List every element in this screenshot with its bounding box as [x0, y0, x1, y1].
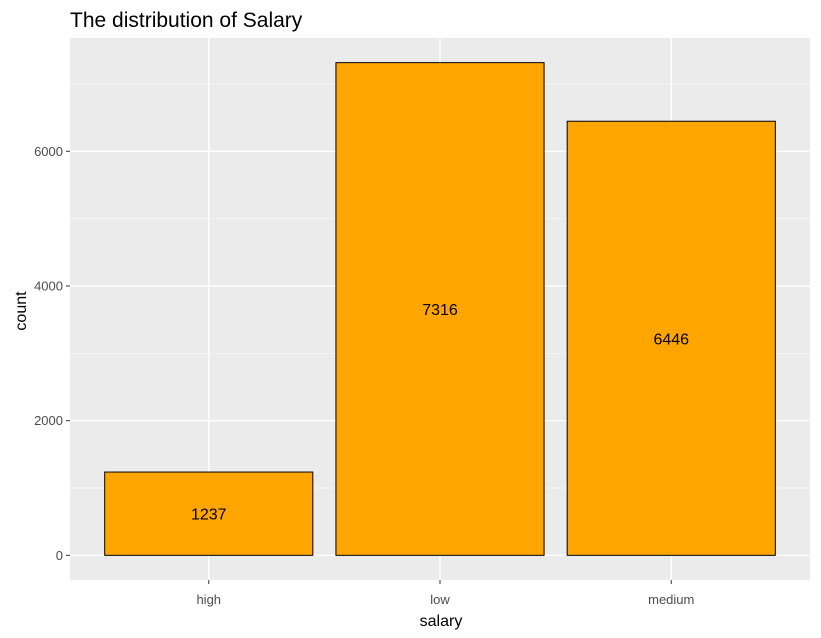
x-axis-title: salary	[420, 613, 463, 630]
bar-low	[335, 62, 545, 556]
y-axis-title: count	[13, 291, 30, 331]
data-labels: 1237 7316 6446	[191, 302, 689, 524]
chart-title: The distribution of Salary	[70, 9, 303, 32]
x-tick-label-high: high	[196, 592, 221, 607]
y-tick-label: 2000	[34, 413, 63, 428]
data-label-high: 1237	[191, 507, 227, 524]
data-label-medium: 6446	[653, 331, 689, 348]
bars	[104, 62, 776, 556]
bar-high	[104, 471, 314, 556]
y-tick-label: 4000	[34, 278, 63, 293]
y-tick-label: 6000	[34, 144, 63, 159]
bar-medium	[566, 120, 776, 556]
x-tick-label-medium: medium	[648, 592, 694, 607]
x-axis: high low medium	[196, 580, 694, 607]
y-axis: 0 2000 4000 6000	[34, 144, 70, 563]
data-label-low: 7316	[422, 302, 458, 319]
y-tick-label: 0	[56, 548, 63, 563]
x-tick-label-low: low	[430, 592, 450, 607]
